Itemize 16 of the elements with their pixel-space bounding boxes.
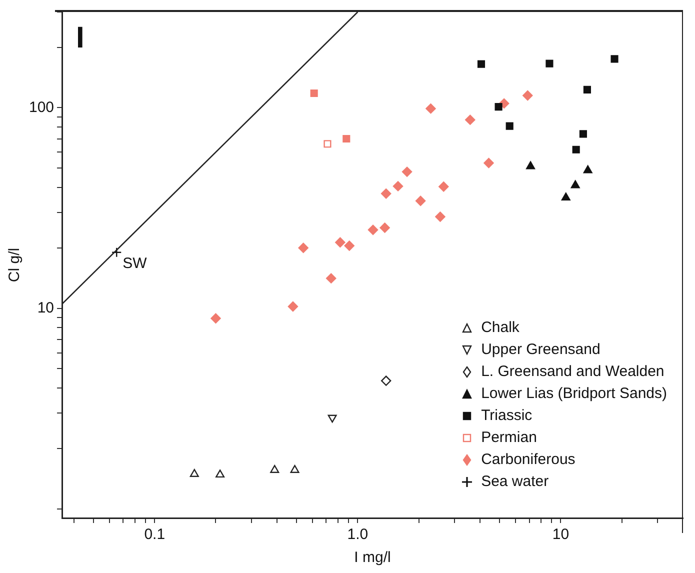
x-tick-label: 0.1 [144, 526, 166, 544]
legend-label: Lower Lias (Bridport Sands) [481, 384, 667, 404]
legend-label: L. Greensand and Wealden [481, 362, 664, 382]
x-tick-label: 10 [552, 526, 570, 544]
y-tick-label: 100 [28, 98, 54, 116]
x-axis-title: I mg/l [354, 549, 391, 566]
legend-label: Permian [481, 428, 537, 448]
legend-label: Sea water [481, 472, 549, 492]
annotation: I [76, 21, 84, 54]
x-tick-label: 1.0 [347, 526, 368, 544]
legend-label: Carboniferous [481, 450, 576, 470]
legend-label: Upper Greensand [481, 340, 600, 360]
annotation: SW [122, 254, 148, 272]
legend-label: Triassic [481, 406, 532, 426]
y-axis-title: Cl g/l [6, 248, 24, 282]
legend-label: Chalk [481, 318, 520, 338]
